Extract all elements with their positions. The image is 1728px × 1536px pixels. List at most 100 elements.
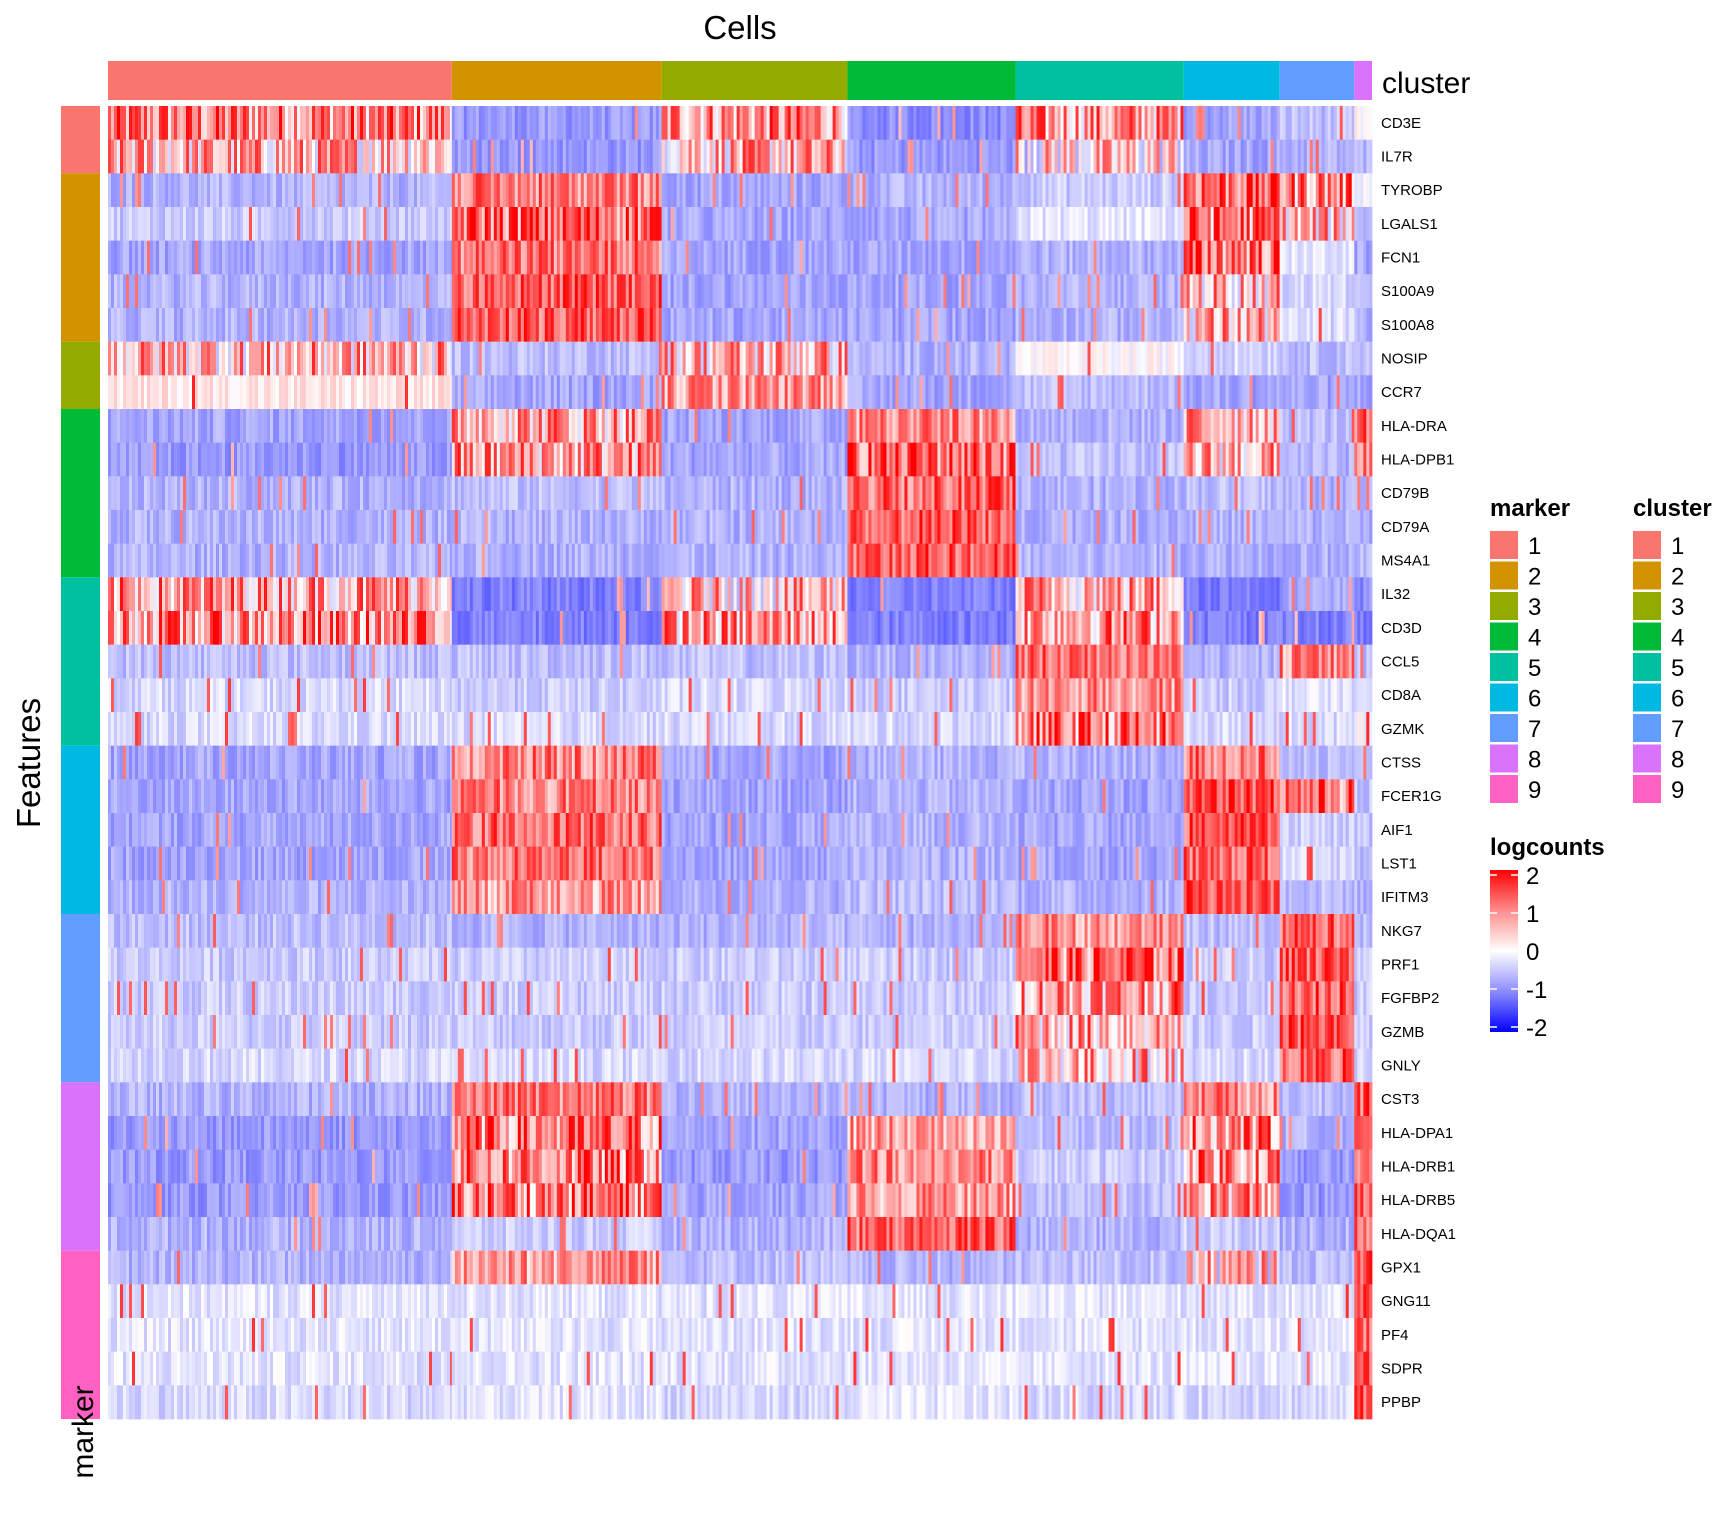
heatmap-cell — [1040, 207, 1043, 241]
heatmap-cell — [937, 308, 940, 342]
heatmap-cell — [710, 274, 713, 308]
heatmap-cell — [788, 342, 791, 376]
heatmap-cell — [557, 241, 560, 275]
heatmap-cell — [171, 308, 174, 342]
heatmap-cell — [1280, 207, 1283, 241]
heatmap-cell — [913, 106, 916, 140]
heatmap-cell — [1067, 308, 1070, 342]
heatmap-cell — [312, 207, 315, 241]
heatmap-cell — [955, 140, 958, 174]
heatmap-cell — [815, 207, 818, 241]
heatmap-cell — [521, 140, 524, 174]
heatmap-cell — [590, 375, 593, 409]
heatmap-cell — [1286, 140, 1289, 174]
heatmap-cell — [1100, 443, 1103, 477]
heatmap-cell — [773, 140, 776, 174]
heatmap-cell — [545, 308, 548, 342]
heatmap-cell — [1319, 241, 1322, 275]
heatmap-cell — [1094, 308, 1097, 342]
heatmap-cell — [1142, 375, 1145, 409]
heatmap-cell — [701, 274, 704, 308]
heatmap-cell — [312, 409, 315, 443]
heatmap-cell — [180, 140, 183, 174]
heatmap-cell — [300, 342, 303, 376]
heatmap-cell — [728, 443, 731, 477]
heatmap-cell — [297, 409, 300, 443]
heatmap-cell — [509, 375, 512, 409]
heatmap-cell — [222, 308, 225, 342]
heatmap-cell — [168, 409, 171, 443]
heatmap-cell — [809, 207, 812, 241]
heatmap-cell — [1151, 308, 1154, 342]
heatmap-cell — [539, 409, 542, 443]
heatmap-cell — [572, 140, 575, 174]
heatmap-cell — [228, 308, 231, 342]
heatmap-cell — [417, 443, 420, 477]
heatmap-cell — [497, 476, 500, 510]
heatmap-cell — [464, 207, 467, 241]
heatmap-cell — [1121, 443, 1124, 477]
heatmap-cell — [922, 308, 925, 342]
heatmap-cell — [1244, 342, 1247, 376]
heatmap-cell — [192, 342, 195, 376]
heatmap-cell — [542, 140, 545, 174]
heatmap-cell — [707, 342, 710, 376]
heatmap-cell — [740, 409, 743, 443]
heatmap-cell — [653, 106, 656, 140]
heatmap-cell — [381, 409, 384, 443]
heatmap-cell — [423, 308, 426, 342]
heatmap-cell — [1363, 106, 1366, 140]
heatmap-cell — [294, 375, 297, 409]
heatmap-cell — [1100, 274, 1103, 308]
heatmap-cell — [303, 173, 306, 207]
heatmap-cell — [1366, 342, 1369, 376]
heatmap-cell — [333, 342, 336, 376]
heatmap-cell — [919, 207, 922, 241]
heatmap-cell — [671, 173, 674, 207]
heatmap-cell — [874, 173, 877, 207]
heatmap-cell — [1130, 443, 1133, 477]
heatmap-cell — [393, 106, 396, 140]
heatmap-cell — [569, 342, 572, 376]
heatmap-cell — [288, 106, 291, 140]
heatmap-cell — [788, 375, 791, 409]
heatmap-cell — [1277, 241, 1280, 275]
heatmap-cell — [560, 241, 563, 275]
heatmap-cell — [485, 342, 488, 376]
heatmap-cell — [120, 308, 123, 342]
heatmap-cell — [1238, 308, 1241, 342]
heatmap-cell — [363, 207, 366, 241]
heatmap-cell — [147, 375, 150, 409]
heatmap-cell — [1316, 375, 1319, 409]
heatmap-cell — [455, 443, 458, 477]
heatmap-cell — [1334, 375, 1337, 409]
heatmap-cell — [479, 241, 482, 275]
heatmap-cell — [536, 106, 539, 140]
heatmap-cell — [1046, 173, 1049, 207]
heatmap-cell — [671, 140, 674, 174]
heatmap-cell — [656, 476, 659, 510]
heatmap-cell — [144, 274, 147, 308]
heatmap-cell — [467, 241, 470, 275]
heatmap-cell — [836, 409, 839, 443]
heatmap-cell — [201, 375, 204, 409]
heatmap-cell — [617, 375, 620, 409]
heatmap-cell — [587, 106, 590, 140]
heatmap-cell — [644, 409, 647, 443]
heatmap-cell — [620, 476, 623, 510]
heatmap-cell — [303, 274, 306, 308]
heatmap-cell — [1154, 443, 1157, 477]
heatmap-cell — [1115, 241, 1118, 275]
heatmap-cell — [569, 207, 572, 241]
heatmap-cell — [1052, 342, 1055, 376]
heatmap-cell — [497, 241, 500, 275]
heatmap-cell — [611, 106, 614, 140]
heatmap-cell — [264, 375, 267, 409]
heatmap-cell — [150, 342, 153, 376]
heatmap-cell — [1229, 409, 1232, 443]
heatmap-cell — [833, 476, 836, 510]
heatmap-cell — [1334, 342, 1337, 376]
heatmap-cell — [1334, 140, 1337, 174]
heatmap-cell — [794, 443, 797, 477]
heatmap-cell — [222, 476, 225, 510]
